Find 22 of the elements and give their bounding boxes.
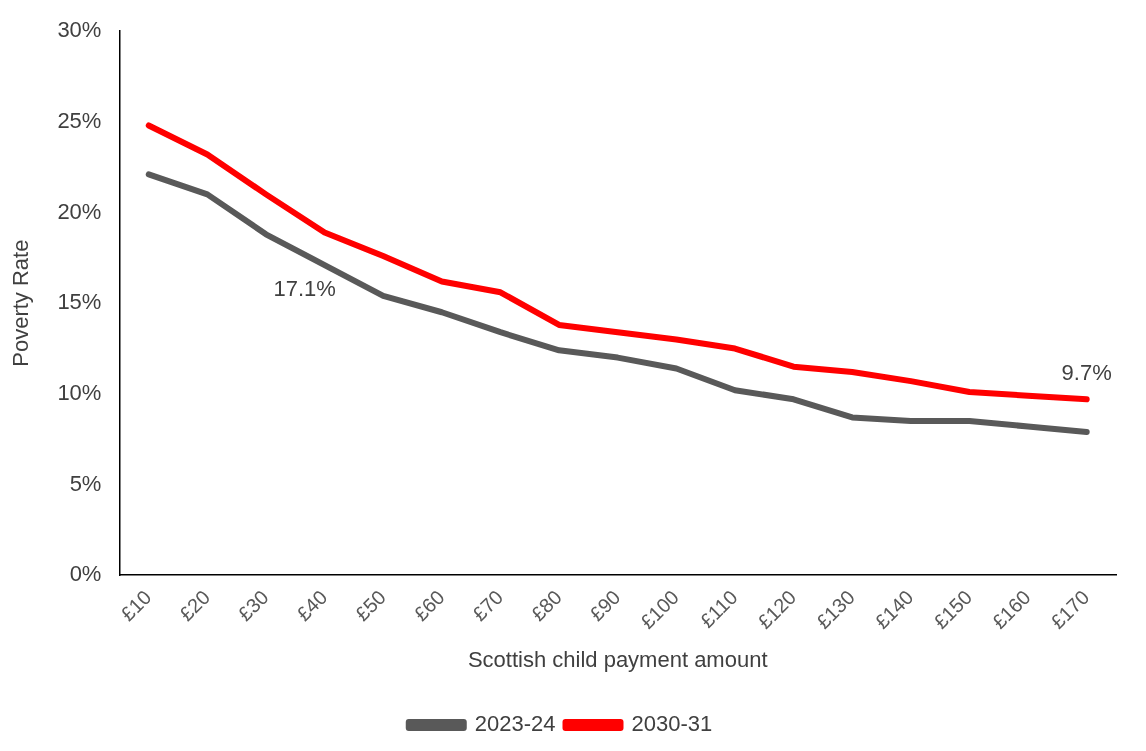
- legend-label: 2023-24: [474, 711, 556, 737]
- y-tick-label: 10%: [57, 379, 102, 405]
- y-axis-title: Poverty Rate: [8, 239, 34, 367]
- annotation: 9.7%: [1061, 360, 1112, 386]
- x-tick-label: £90: [585, 585, 625, 625]
- y-tick-label: 20%: [57, 198, 102, 224]
- x-tick-label: £50: [350, 585, 390, 625]
- x-axis-title: Scottish child payment amount: [467, 646, 768, 672]
- x-tick-label: £40: [292, 585, 332, 625]
- y-tick-label: 25%: [57, 107, 102, 133]
- x-tick-label: £30: [233, 585, 273, 625]
- x-tick-label: £20: [174, 585, 215, 625]
- legend-label: 2030-31: [631, 711, 713, 737]
- annotation: 17.1%: [273, 276, 336, 302]
- x-tick-label: £70: [468, 585, 508, 625]
- y-tick-label: 30%: [57, 17, 102, 43]
- y-tick-label: 0%: [69, 561, 102, 587]
- x-tick-label: £60: [409, 585, 449, 625]
- x-tick-label: £80: [526, 585, 566, 625]
- y-tick-label: 5%: [69, 470, 102, 496]
- y-tick-label: 15%: [57, 289, 102, 315]
- x-tick-label: £10: [116, 585, 156, 625]
